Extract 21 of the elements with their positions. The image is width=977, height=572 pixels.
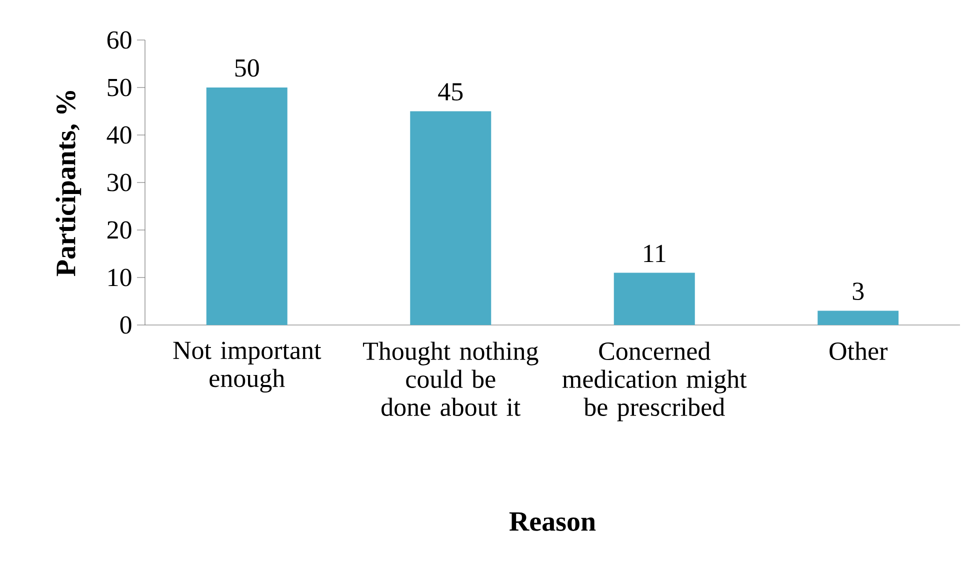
y-tick-label: 30 xyxy=(108,174,132,192)
x-tick-label: Thought nothing could be done about it xyxy=(362,342,538,416)
x-tick-label: Not important enough xyxy=(173,342,322,393)
y-tick-label: 60 xyxy=(107,31,132,49)
y-tick-label: 40 xyxy=(106,126,132,144)
y-tick-label: 10 xyxy=(108,268,132,286)
bar xyxy=(614,272,695,325)
y-tick-label: 20 xyxy=(107,221,132,239)
data-label: 50 xyxy=(235,59,259,77)
x-tick-label: Other xyxy=(830,342,888,360)
y-tick-label: 0 xyxy=(120,316,132,334)
y-axis-title: Participants, % xyxy=(56,91,82,276)
bar xyxy=(818,310,899,325)
bar xyxy=(206,88,288,325)
x-axis-title: Reason xyxy=(509,512,596,531)
data-label: 3 xyxy=(852,282,864,300)
x-tick-label: Concerned medication might be prescribed xyxy=(562,342,747,422)
y-tick-label: 50 xyxy=(108,78,132,96)
data-label: 11 xyxy=(644,244,666,262)
bar xyxy=(410,111,492,325)
data-label: 45 xyxy=(438,83,463,101)
